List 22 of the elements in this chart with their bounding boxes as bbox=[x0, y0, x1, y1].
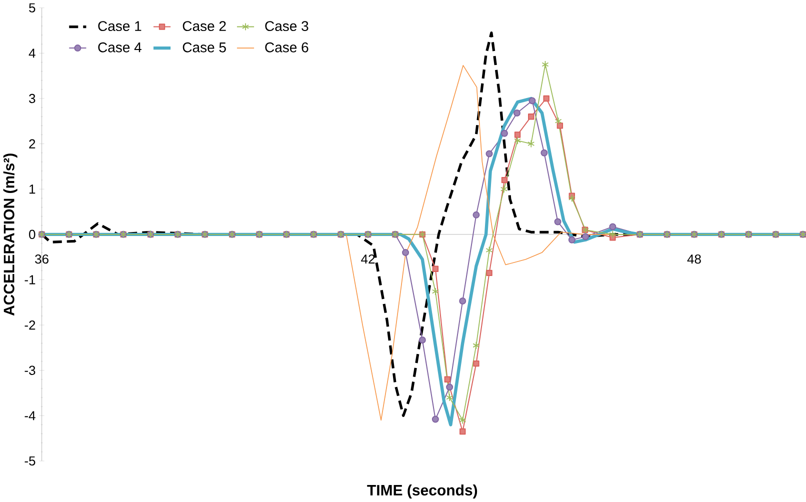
y-tick-label: 1 bbox=[30, 184, 36, 194]
x-axis-title: TIME (seconds) bbox=[367, 484, 478, 499]
y-tick-label: -1 bbox=[24, 275, 36, 284]
y-tick-label: -3 bbox=[24, 366, 36, 376]
legend-label: Case 5 bbox=[182, 42, 226, 52]
x-tick-label: 48 bbox=[687, 254, 701, 264]
y-tick-label: 2 bbox=[29, 139, 36, 148]
x-tick-label: 36 bbox=[35, 254, 48, 264]
y-axis-title: ACCELERATION (m/s²) bbox=[3, 154, 18, 316]
legend-label: Case 1 bbox=[98, 21, 142, 32]
y-tick-label: -5 bbox=[24, 456, 36, 466]
y-tick-label: 3 bbox=[29, 94, 36, 104]
legend-label: Case 3 bbox=[265, 21, 308, 32]
legend-label: Case 4 bbox=[98, 42, 142, 52]
y-tick-label: 0 bbox=[29, 230, 36, 240]
x-tick-label: 42 bbox=[361, 254, 375, 264]
y-tick-label: -2 bbox=[24, 320, 36, 330]
y-tick-label: 5 bbox=[29, 3, 36, 12]
y-tick-label: 4 bbox=[28, 48, 36, 58]
legend-label: Case 6 bbox=[265, 42, 308, 52]
legend-label: Case 2 bbox=[182, 21, 226, 32]
y-tick-label: -4 bbox=[24, 411, 36, 420]
